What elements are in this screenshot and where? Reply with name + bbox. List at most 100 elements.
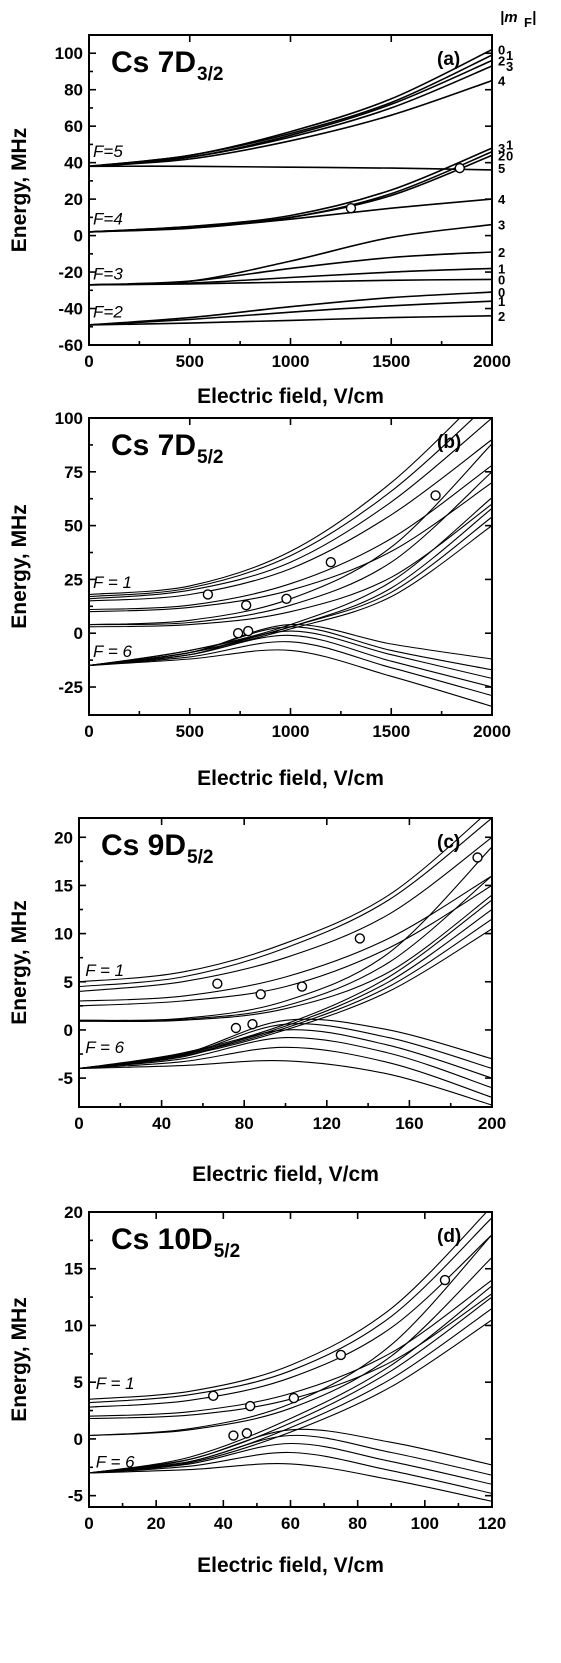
y-tick-label: 75	[64, 463, 83, 482]
panel-title: Cs 10D	[111, 1223, 213, 1256]
crossing-marker	[244, 1400, 256, 1412]
y-tick-label: 10	[54, 925, 73, 944]
y-axis-title: Energy, MHz	[8, 128, 31, 252]
panel-tag: (c)	[437, 832, 460, 853]
series-line	[89, 1442, 492, 1485]
crossing-marker	[242, 625, 254, 637]
y-tick-label: 20	[64, 1203, 83, 1222]
mf-label: 3	[506, 59, 513, 74]
series-line	[89, 1217, 492, 1404]
crossing-marker	[247, 1018, 258, 1030]
crossing-marker	[345, 203, 357, 214]
curves	[89, 48, 492, 326]
series-line	[89, 464, 492, 611]
y-tick-label: 20	[54, 828, 73, 847]
crossing-marker	[212, 978, 223, 989]
y-tick-label: 50	[64, 517, 83, 536]
series-line	[79, 909, 492, 1070]
mf-label: 4	[498, 192, 506, 207]
mf-label: 3	[498, 218, 505, 233]
y-axis-title: Energy, MHz	[8, 1297, 31, 1421]
mf-label: 0	[498, 43, 505, 58]
series-line	[79, 918, 492, 1070]
series-line	[79, 1046, 492, 1098]
y-tick-label: 5	[74, 1373, 83, 1392]
crossing-marker	[228, 1430, 239, 1441]
plot-frame	[88, 417, 493, 716]
mf-label: 5	[498, 161, 505, 176]
series-line	[89, 1451, 492, 1494]
series-line	[79, 894, 492, 1023]
series-line	[79, 875, 492, 1022]
x-tick-label: 160	[395, 1114, 423, 1133]
series-line	[89, 418, 492, 600]
series-line	[89, 497, 492, 667]
mf-label: 0	[498, 285, 505, 300]
y-tick-label: 60	[64, 117, 83, 136]
x-tick-label: 1000	[272, 352, 310, 371]
f-level-label: F = 1	[85, 961, 124, 980]
crossing-marker	[325, 556, 336, 568]
series-line	[89, 1307, 492, 1474]
plot-frame	[88, 1211, 493, 1508]
y-tick-label: 5	[64, 973, 73, 992]
series-line	[89, 1234, 492, 1408]
mf-label: 2	[498, 309, 505, 324]
crossing-marker	[288, 1392, 300, 1404]
x-tick-label: 60	[281, 1514, 300, 1533]
y-tick-label: -25	[58, 678, 83, 697]
f-level-label: F=5	[93, 142, 123, 161]
x-axis-title: Electric field, V/cm	[197, 767, 384, 790]
crossing-marker	[281, 593, 292, 604]
y-tick-label: 100	[55, 44, 83, 63]
series-line	[89, 634, 492, 688]
x-tick-label: 1500	[372, 352, 410, 371]
x-tick-label: 0	[84, 352, 93, 371]
series-line	[79, 846, 492, 1021]
series-line	[89, 1296, 492, 1474]
series-line	[89, 482, 492, 613]
panel-title-subscript: 5/2	[197, 447, 223, 468]
x-tick-label: 1500	[372, 722, 410, 741]
panel-c: 0 40 80 120 160 200 -5 0 5 10 15 20 Electric field, …	[8, 817, 506, 1186]
panel-title: Cs 7D	[111, 429, 196, 462]
crossing-marker	[202, 589, 214, 600]
curves	[79, 818, 492, 1106]
x-axis-title: Electric field, V/cm	[197, 1554, 384, 1577]
x-tick-label: 40	[152, 1114, 171, 1133]
x-tick-label: 40	[214, 1514, 233, 1533]
series-line	[89, 315, 492, 326]
series-line	[79, 875, 492, 1002]
series-line	[79, 1029, 492, 1079]
x-tick-label: 0	[84, 722, 93, 741]
panel-title: Cs 9D	[101, 829, 186, 862]
series-line	[79, 1059, 492, 1106]
series-line	[89, 54, 492, 168]
x-tick-label: 20	[147, 1514, 166, 1533]
mf-label: 1	[506, 137, 513, 152]
crossing-marker	[296, 981, 308, 992]
y-tick-label: 25	[64, 570, 83, 589]
panel-title-subscript: 5/2	[214, 1241, 240, 1262]
crossing-marker	[208, 1390, 219, 1402]
y-tick-label: -20	[58, 263, 83, 282]
series-line	[89, 649, 492, 707]
mf-label: 2	[498, 245, 505, 260]
crossing-marker	[241, 1428, 253, 1439]
mf-label: 3	[498, 141, 505, 156]
panel-title-subscript: 5/2	[187, 847, 213, 868]
series-line	[89, 1212, 488, 1400]
series-line	[79, 1037, 492, 1089]
x-tick-label: 2000	[473, 722, 511, 741]
series-line	[79, 818, 492, 988]
y-tick-label: 0	[74, 227, 83, 246]
curves	[89, 418, 492, 707]
series-line	[89, 418, 461, 596]
f-level-label: F = 6	[96, 1452, 135, 1471]
y-axis-title: Energy, MHz	[8, 900, 31, 1024]
f-level-label: F = 1	[93, 573, 132, 592]
panel-title-subscript: 3/2	[197, 64, 223, 85]
crossing-marker	[230, 1022, 242, 1034]
series-line	[89, 1257, 492, 1437]
series-line	[89, 198, 492, 233]
